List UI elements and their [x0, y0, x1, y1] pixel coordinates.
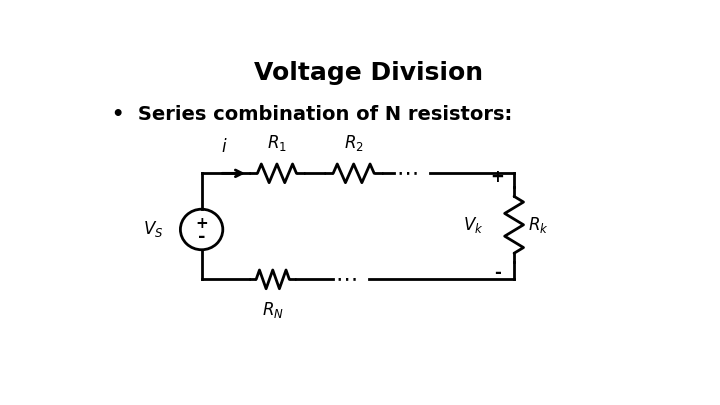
Text: •  Series combination of N resistors:: • Series combination of N resistors:: [112, 105, 513, 124]
Text: $R_N$: $R_N$: [262, 300, 284, 320]
Text: $V_k$: $V_k$: [463, 215, 483, 235]
Text: ⋯: ⋯: [397, 163, 419, 183]
Text: Voltage Division: Voltage Division: [254, 61, 484, 85]
Text: $R_1$: $R_1$: [267, 133, 287, 153]
Text: ⋯: ⋯: [336, 269, 358, 289]
Text: +: +: [195, 216, 208, 231]
Text: $V_S$: $V_S$: [143, 220, 163, 239]
Text: $R_2$: $R_2$: [343, 133, 364, 153]
Text: $R_k$: $R_k$: [528, 215, 549, 235]
Text: -: -: [494, 264, 501, 282]
Text: +: +: [490, 168, 504, 186]
Text: -: -: [198, 228, 205, 245]
Text: $i$: $i$: [220, 138, 228, 156]
